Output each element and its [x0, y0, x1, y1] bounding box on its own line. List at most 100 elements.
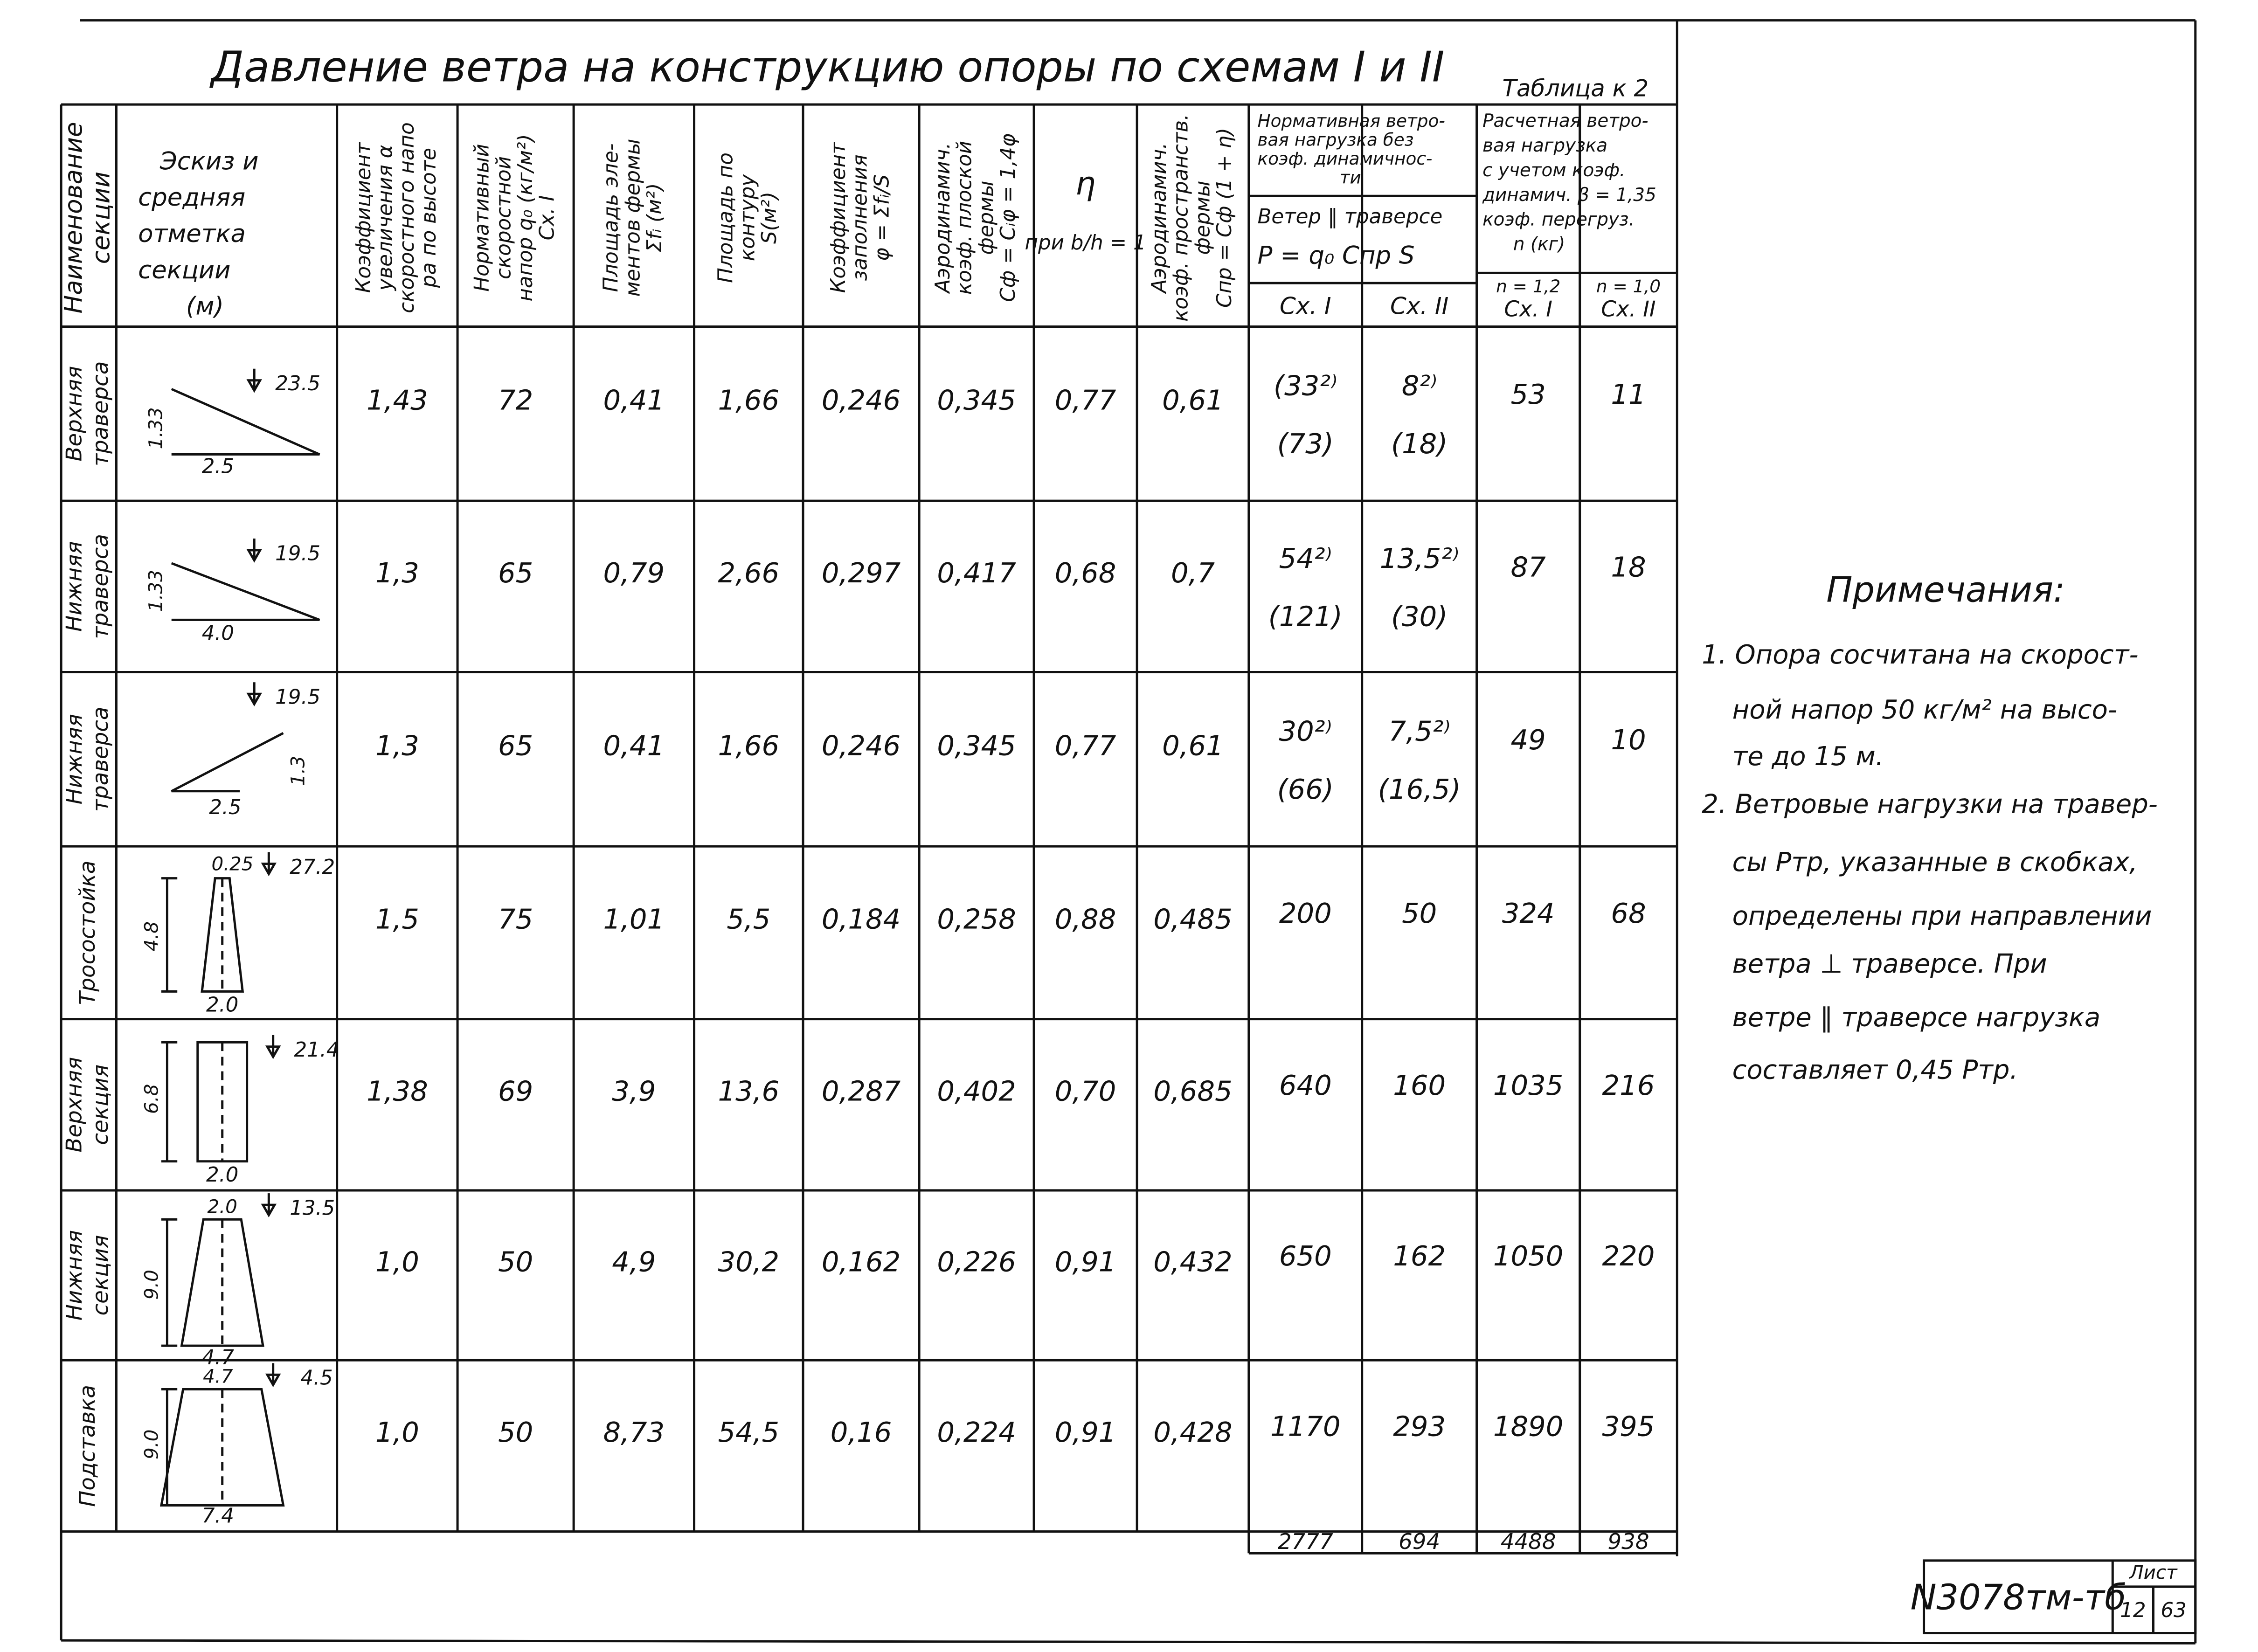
- cell-value: 1,3: [375, 557, 419, 589]
- arrow-head: [246, 549, 262, 563]
- header-text: динамич. β = 1,35: [1482, 185, 1656, 206]
- cell-value: 30,2: [718, 1245, 779, 1278]
- cell-value: 65: [498, 557, 533, 589]
- cell-value: 0,16: [831, 1416, 892, 1448]
- cell-value: 324: [1502, 897, 1555, 929]
- stamp-sheets: 63: [2161, 1599, 2186, 1622]
- cell-value: 0,685: [1153, 1075, 1232, 1107]
- header-text: контуру: [736, 174, 759, 261]
- header-text: заполнения: [849, 154, 872, 281]
- header-text: n = 1,2: [1496, 276, 1560, 297]
- sketch-shape: [171, 388, 320, 456]
- section-name: секция: [88, 1235, 113, 1316]
- cell-value: 162: [1393, 1240, 1446, 1272]
- cell-value: 0,428: [1153, 1416, 1232, 1448]
- sketch-top-width: 0.25: [211, 853, 253, 875]
- cell-value: 1,0: [375, 1416, 419, 1448]
- header-text: Коэффициент: [827, 142, 850, 293]
- sketch-shape: [196, 1041, 249, 1163]
- cell-value: 0,297: [822, 557, 901, 589]
- sketch-width: 4.0: [202, 622, 234, 645]
- header-text: Аэродинамич.: [1148, 143, 1171, 295]
- cell-value: 0,162: [822, 1245, 900, 1278]
- total-value: 938: [1607, 1529, 1649, 1555]
- header-text: напор q₀ (кг/м²): [514, 134, 537, 301]
- cell-value: 13,6: [718, 1075, 779, 1107]
- cell-value: 293: [1393, 1410, 1446, 1443]
- cell-value: 11: [1611, 378, 1646, 410]
- cell-value: (66): [1277, 773, 1334, 805]
- cell-value: 395: [1602, 1410, 1655, 1443]
- header-text: фермы: [1191, 180, 1214, 255]
- cell-value: 0,258: [937, 903, 1016, 935]
- cell-value: 1,3: [375, 729, 419, 761]
- cell-value: 30²⁾: [1279, 715, 1332, 747]
- cell-value: 5,5: [727, 903, 770, 935]
- sketch-elevation: 23.5: [275, 372, 320, 395]
- cell-value: 1050: [1493, 1240, 1564, 1272]
- header-text: коэф. перегруз.: [1482, 209, 1635, 230]
- header-text: η: [1075, 165, 1095, 202]
- cell-value: 1,5: [375, 903, 419, 935]
- cell-value: 1,0: [375, 1245, 419, 1278]
- cell-value: 640: [1279, 1069, 1332, 1101]
- sketch-shape: [159, 1388, 285, 1507]
- sketch-width: 4.7: [202, 1346, 235, 1369]
- stamp-sheet-label: Лист: [2128, 1561, 2178, 1583]
- header-text: фермы: [975, 180, 998, 255]
- sketch-elevation: 4.5: [300, 1367, 332, 1390]
- header-text: n (кг): [1513, 234, 1565, 255]
- cell-value: 68: [1611, 897, 1646, 929]
- header-text: с учетом коэф.: [1482, 160, 1625, 181]
- note-line: ветра ⊥ траверсе. При: [1732, 949, 2047, 979]
- stamp-code: N3078тм-тб: [1911, 1577, 2126, 1617]
- sketch-shape: [201, 877, 244, 993]
- cell-value: 0,345: [937, 384, 1016, 416]
- header-text: Площадь эле-: [600, 143, 623, 292]
- header-text: Аэродинамич.: [931, 143, 955, 295]
- sketch-elevation: 19.5: [275, 542, 320, 565]
- cell-value: 0,7: [1171, 557, 1215, 589]
- cell-value: 216: [1602, 1069, 1655, 1101]
- cell-value: 72: [498, 384, 533, 416]
- cell-value: 0,77: [1055, 384, 1116, 416]
- header-text: Эскиз и: [159, 147, 259, 175]
- note-line: те до 15 м.: [1732, 741, 1884, 772]
- cell-value: 0,79: [603, 557, 665, 589]
- header-text: Сх. I: [536, 195, 559, 241]
- cell-value: 220: [1602, 1240, 1655, 1272]
- cell-value: 0,91: [1055, 1245, 1116, 1278]
- cell-value: 50: [498, 1416, 533, 1448]
- note-line: ной напор 50 кг/м² на высо-: [1732, 695, 2118, 725]
- header-text: увеличения α: [374, 145, 397, 291]
- header-text: Σfᵢ (м²): [643, 183, 666, 253]
- total-value: 4488: [1501, 1529, 1556, 1555]
- cell-value: 0,88: [1055, 903, 1116, 935]
- note-line: определены при направлении: [1732, 901, 2152, 931]
- header-text: скоростного напо: [395, 122, 419, 313]
- frame: [60, 19, 2197, 1645]
- cell-value: 50: [1402, 897, 1437, 929]
- section-name: траверса: [88, 534, 113, 639]
- cell-value: 69: [498, 1075, 533, 1107]
- cell-value: 1,43: [367, 384, 428, 416]
- cell-value: 1,66: [718, 729, 779, 761]
- cell-value: 0,41: [603, 729, 665, 761]
- section-name: Нижняя: [62, 714, 87, 804]
- sketch-width: 2.5: [209, 796, 241, 819]
- arrow-head: [246, 379, 262, 393]
- header-text: при b/h = 1: [1025, 231, 1146, 255]
- header-text: секции: [138, 256, 230, 284]
- cell-value: 8²⁾: [1402, 369, 1437, 401]
- cell-value: 75: [498, 903, 533, 935]
- arrow-head: [261, 1203, 277, 1217]
- note-line: 2. Ветровые нагрузки на травер-: [1702, 789, 2158, 820]
- header-text: ментов фермы: [621, 139, 644, 297]
- stamp-sheet: 12: [2120, 1599, 2146, 1622]
- cell-value: 0,402: [937, 1075, 1016, 1107]
- header-text: ти: [1340, 167, 1361, 187]
- section-name: траверса: [88, 706, 113, 812]
- cell-value: 0,432: [1153, 1245, 1232, 1278]
- cell-value: 160: [1393, 1069, 1446, 1101]
